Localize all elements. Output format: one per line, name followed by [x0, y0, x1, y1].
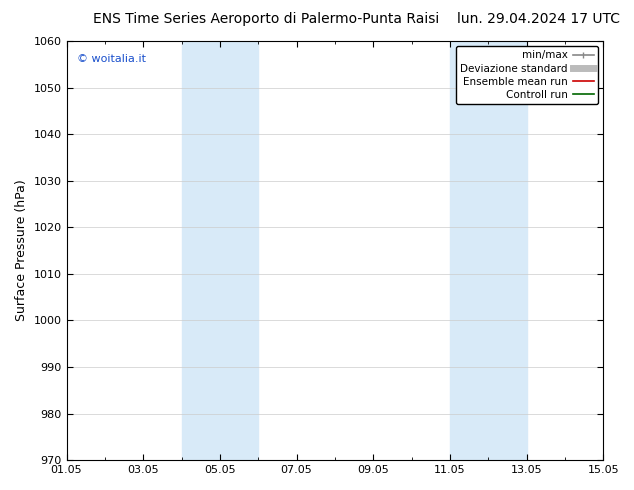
- Text: ENS Time Series Aeroporto di Palermo-Punta Raisi: ENS Time Series Aeroporto di Palermo-Pun…: [93, 12, 439, 26]
- Text: lun. 29.04.2024 17 UTC: lun. 29.04.2024 17 UTC: [457, 12, 621, 26]
- Bar: [450, 41, 526, 460]
- Y-axis label: Surface Pressure (hPa): Surface Pressure (hPa): [15, 180, 28, 321]
- Legend: min/max, Deviazione standard, Ensemble mean run, Controll run: min/max, Deviazione standard, Ensemble m…: [456, 46, 598, 104]
- Text: © woitalia.it: © woitalia.it: [77, 53, 146, 64]
- Bar: [181, 41, 258, 460]
